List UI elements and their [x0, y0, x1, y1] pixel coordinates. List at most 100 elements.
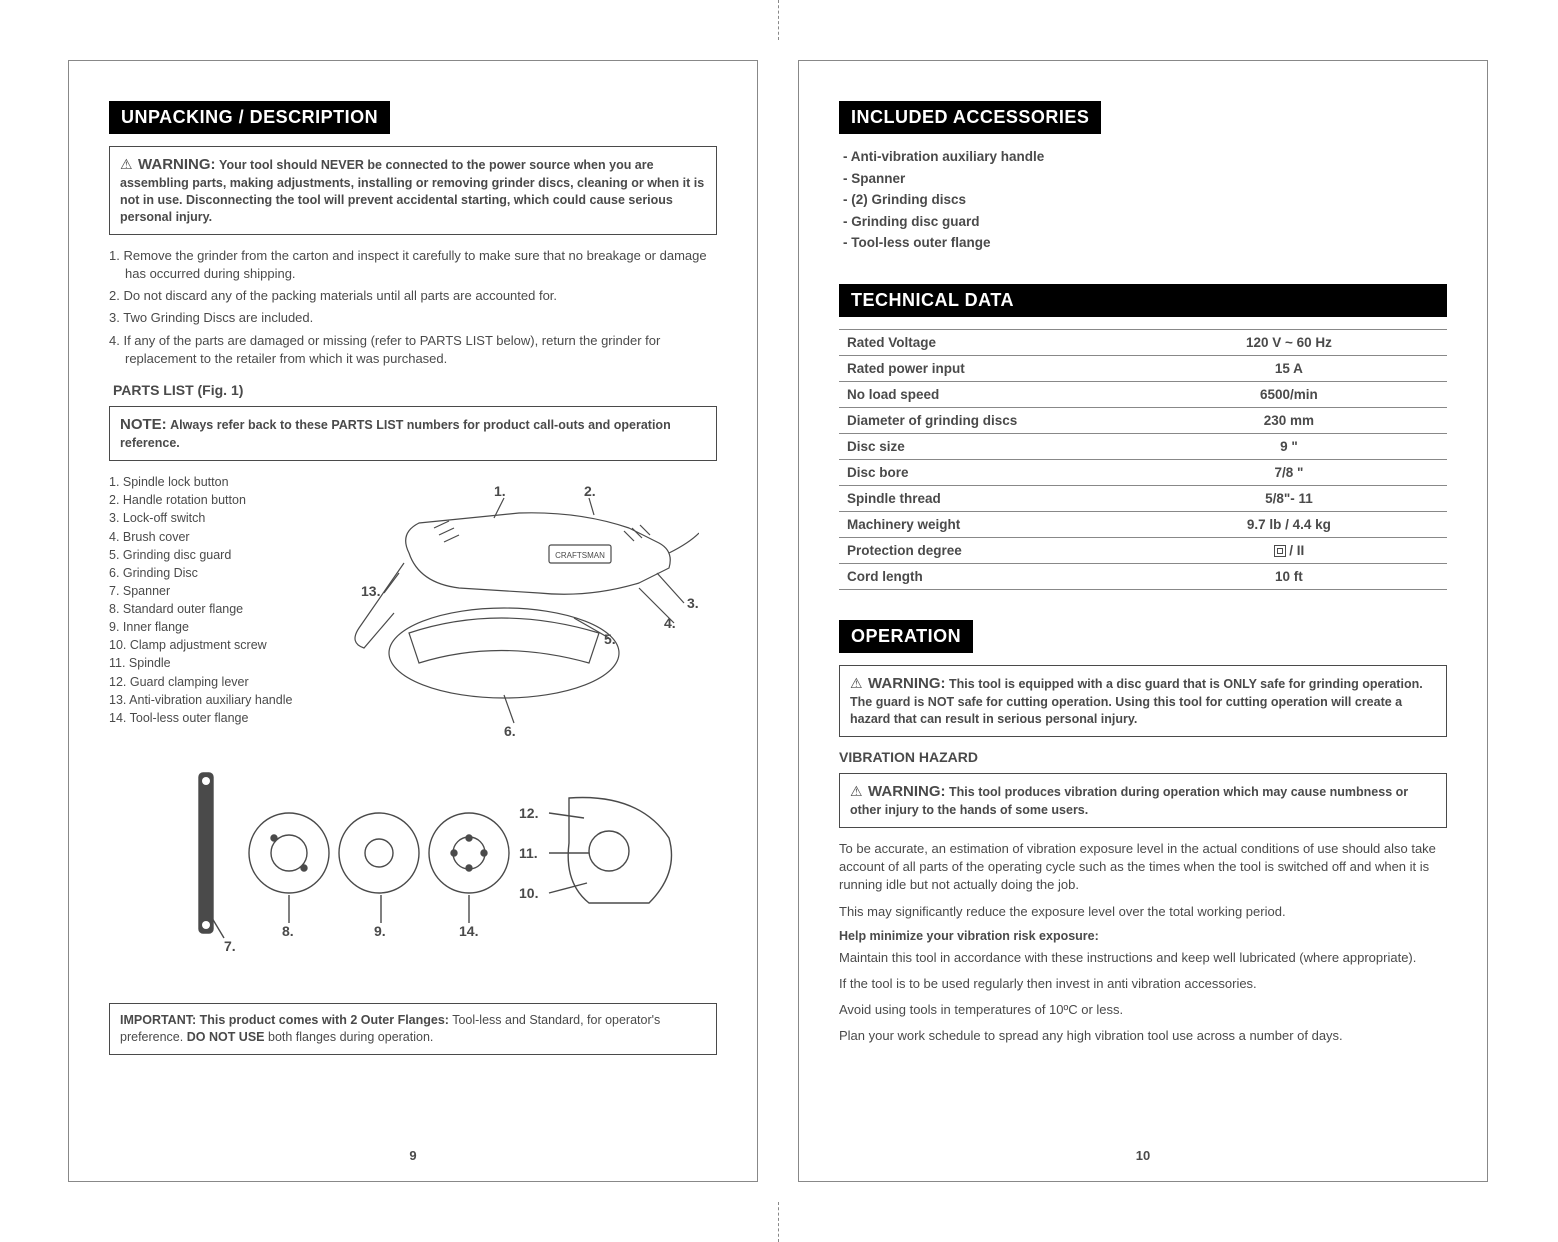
- page-number-right: 10: [799, 1148, 1487, 1163]
- vib-para-1: To be accurate, an estimation of vibrati…: [839, 840, 1447, 895]
- important-text2: both flanges during operation.: [265, 1030, 434, 1044]
- callout-9: 9.: [374, 923, 386, 939]
- table-row: Protection degree / II: [839, 537, 1447, 563]
- unpacking-steps: 1. Remove the grinder from the carton an…: [109, 247, 717, 368]
- table-row: Disc bore7/8 ": [839, 459, 1447, 485]
- callout-6: 6.: [504, 723, 516, 739]
- important-flanges: IMPORTANT: This product comes with 2 Out…: [109, 1003, 717, 1055]
- callout-5: 5.: [604, 631, 616, 647]
- note-parts: NOTE: Always refer back to these PARTS L…: [109, 406, 717, 461]
- part-2: 2. Handle rotation button: [109, 491, 319, 509]
- vibration-heading: VIBRATION HAZARD: [839, 749, 1447, 765]
- callout-1: 1.: [494, 483, 506, 499]
- section-operation: OPERATION: [839, 620, 973, 653]
- tech-value: 15 A: [1131, 355, 1447, 381]
- table-row: Rated Voltage120 V ~ 60 Hz: [839, 329, 1447, 355]
- page-right: INCLUDED ACCESSORIES - Anti-vibration au…: [798, 60, 1488, 1182]
- accessories-illustration: [169, 763, 689, 993]
- part-11: 11. Spindle: [109, 654, 319, 672]
- note-text: Always refer back to these PARTS LIST nu…: [120, 418, 671, 450]
- tech-key: Spindle thread: [839, 485, 1131, 511]
- warning-icon: ⚠: [850, 675, 863, 691]
- svg-text:CRAFTSMAN: CRAFTSMAN: [555, 551, 605, 560]
- tech-value: 120 V ~ 60 Hz: [1131, 329, 1447, 355]
- callout-10: 10.: [519, 885, 538, 901]
- part-13: 13. Anti-vibration auxiliary handle: [109, 691, 319, 709]
- double-insulation-icon: [1274, 545, 1286, 557]
- help-2: If the tool is to be used regularly then…: [839, 975, 1447, 993]
- part-12: 12. Guard clamping lever: [109, 673, 319, 691]
- part-7: 7. Spanner: [109, 582, 319, 600]
- acc-4: - Grinding disc guard: [843, 211, 1447, 233]
- acc-2: - Spanner: [843, 168, 1447, 190]
- callout-4: 4.: [664, 615, 676, 631]
- step-3: 3. Two Grinding Discs are included.: [109, 309, 717, 327]
- part-10: 10. Clamp adjustment screw: [109, 636, 319, 654]
- callout-8: 8.: [282, 923, 294, 939]
- diagram-grinder-bottom: 7. 8. 9. 14. 10. 11. 12.: [169, 763, 717, 1003]
- part-4: 4. Brush cover: [109, 528, 319, 546]
- diagram-grinder-top: CRAFTSMAN: [339, 473, 717, 753]
- grinder-illustration: CRAFTSMAN: [339, 473, 699, 753]
- tech-value: / II: [1131, 537, 1447, 563]
- part-14: 14. Tool-less outer flange: [109, 709, 319, 727]
- table-row: No load speed6500/min: [839, 381, 1447, 407]
- section-technical: TECHNICAL DATA: [839, 284, 1447, 317]
- tech-value: 230 mm: [1131, 407, 1447, 433]
- crop-mark-bottom: [778, 1202, 780, 1242]
- table-row: Diameter of grinding discs230 mm: [839, 407, 1447, 433]
- warning-vibration: ⚠ WARNING: This tool produces vibration …: [839, 773, 1447, 828]
- step-4: 4. If any of the parts are damaged or mi…: [109, 332, 717, 368]
- table-row: Spindle thread5/8"- 11: [839, 485, 1447, 511]
- tech-key: Machinery weight: [839, 511, 1131, 537]
- part-6: 6. Grinding Disc: [109, 564, 319, 582]
- parts-list-heading: PARTS LIST (Fig. 1): [113, 382, 717, 398]
- part-8: 8. Standard outer flange: [109, 600, 319, 618]
- important-bold2: DO NOT USE: [187, 1030, 265, 1044]
- warning-icon: ⚠: [850, 783, 863, 799]
- table-row: Disc size9 ": [839, 433, 1447, 459]
- warning-icon: ⚠: [120, 156, 133, 172]
- accessories-list: - Anti-vibration auxiliary handle - Span…: [843, 146, 1447, 254]
- important-label: IMPORTANT: This product comes with 2 Out…: [120, 1013, 449, 1027]
- part-5: 5. Grinding disc guard: [109, 546, 319, 564]
- note-label: NOTE:: [120, 416, 167, 433]
- part-1: 1. Spindle lock button: [109, 473, 319, 491]
- tech-key: Disc bore: [839, 459, 1131, 485]
- section-unpacking: UNPACKING / DESCRIPTION: [109, 101, 390, 134]
- tech-key: Cord length: [839, 563, 1131, 589]
- tech-value: 10 ft: [1131, 563, 1447, 589]
- tech-key: Rated power input: [839, 355, 1131, 381]
- step-2: 2. Do not discard any of the packing mat…: [109, 287, 717, 305]
- tech-value: 7/8 ": [1131, 459, 1447, 485]
- part-9: 9. Inner flange: [109, 618, 319, 636]
- callout-11: 11.: [519, 845, 538, 861]
- acc-1: - Anti-vibration auxiliary handle: [843, 146, 1447, 168]
- help-heading: Help minimize your vibration risk exposu…: [839, 929, 1447, 943]
- section-accessories: INCLUDED ACCESSORIES: [839, 101, 1101, 134]
- callout-3: 3.: [687, 595, 699, 611]
- tech-value: 9 ": [1131, 433, 1447, 459]
- callout-14: 14.: [459, 923, 478, 939]
- warning-unpacking: ⚠ WARNING: Your tool should NEVER be con…: [109, 146, 717, 235]
- tech-value: 9.7 lb / 4.4 kg: [1131, 511, 1447, 537]
- warning-label: WARNING:: [138, 156, 216, 173]
- step-1: 1. Remove the grinder from the carton an…: [109, 247, 717, 283]
- help-4: Plan your work schedule to spread any hi…: [839, 1027, 1447, 1045]
- table-row: Cord length10 ft: [839, 563, 1447, 589]
- tech-value: 6500/min: [1131, 381, 1447, 407]
- tech-value: 5/8"- 11: [1131, 485, 1447, 511]
- tech-key: Disc size: [839, 433, 1131, 459]
- warning-label: WARNING:: [868, 783, 946, 800]
- vib-para-2: This may significantly reduce the exposu…: [839, 903, 1447, 921]
- callout-13: 13.: [361, 583, 380, 599]
- technical-data-table: Rated Voltage120 V ~ 60 HzRated power in…: [839, 329, 1447, 590]
- help-1: Maintain this tool in accordance with th…: [839, 949, 1447, 967]
- help-3: Avoid using tools in temperatures of 10º…: [839, 1001, 1447, 1019]
- page-left: UNPACKING / DESCRIPTION ⚠ WARNING: Your …: [68, 60, 758, 1182]
- page-number-left: 9: [69, 1148, 757, 1163]
- tech-key: No load speed: [839, 381, 1131, 407]
- callout-12: 12.: [519, 805, 538, 821]
- tech-key: Protection degree: [839, 537, 1131, 563]
- acc-3: - (2) Grinding discs: [843, 189, 1447, 211]
